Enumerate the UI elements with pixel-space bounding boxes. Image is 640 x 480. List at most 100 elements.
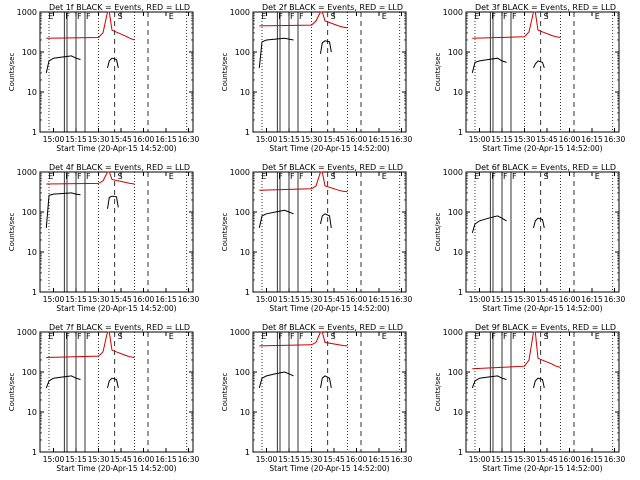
x-axis-label: Start Time (20-Apr-15 14:52:00) (482, 464, 602, 473)
y-axis-label: Counts/sec (221, 213, 229, 252)
marker-letter: F (77, 332, 82, 341)
y-tick-label: 1 (32, 448, 37, 457)
y-tick-label: 10 (453, 408, 463, 417)
marker-letter: F (512, 172, 517, 181)
y-tick-label: 10 (453, 88, 463, 97)
marker-letter: E (474, 12, 479, 21)
panel-title: Det 5f BLACK = Events, RED = LLD (262, 163, 403, 172)
x-tick-label: 15:45 (323, 295, 345, 304)
x-tick-label: 15:30 (514, 295, 536, 304)
panel-title: Det 4f BLACK = Events, RED = LLD (49, 163, 190, 172)
marker-letter: F (299, 12, 304, 21)
marker-letter: F (65, 332, 70, 341)
marker-letter: E (595, 332, 600, 341)
marker-letter: F (77, 172, 82, 181)
lld-series-line (472, 11, 561, 39)
x-tick-label: 15:15 (65, 295, 87, 304)
x-tick-label: 15:15 (278, 135, 300, 144)
x-tick-label: 16:00 (133, 455, 155, 464)
marker-letter: F (503, 12, 508, 21)
marker-letter: E (169, 172, 174, 181)
x-tick-label: 15:00 (469, 455, 491, 464)
events-series-line (258, 37, 294, 68)
x-tick-label: 15:45 (536, 135, 558, 144)
y-axis-label: Counts/sec (221, 53, 229, 92)
x-tick-label: 15:15 (491, 455, 513, 464)
x-tick-label: 15:00 (43, 295, 65, 304)
events-series-line (45, 192, 81, 228)
x-tick-label: 16:00 (559, 295, 581, 304)
marker-letter: F (290, 172, 295, 181)
x-axis-label: Start Time (20-Apr-15 14:52:00) (269, 464, 389, 473)
marker-letter: F (299, 332, 304, 341)
x-tick-label: 16:30 (604, 455, 626, 464)
x-axis-label: Start Time (20-Apr-15 14:52:00) (56, 304, 176, 313)
y-axis-label: Counts/sec (434, 53, 442, 92)
plot-frame (465, 171, 620, 293)
y-tick-label: 100 (448, 368, 463, 377)
y-tick-label: 100 (448, 208, 463, 217)
x-tick-label: 15:00 (43, 135, 65, 144)
x-tick-label: 16:15 (581, 295, 603, 304)
marker-letter: S (331, 332, 336, 341)
marker-letter: F (512, 12, 517, 21)
lld-series-line (46, 331, 135, 358)
x-tick-label: 15:15 (65, 135, 87, 144)
events-series-line (471, 215, 507, 234)
events-series-line (258, 209, 294, 229)
plot-frame (39, 171, 194, 293)
plot-frame (465, 331, 620, 453)
lld-series-line (46, 11, 135, 41)
marker-letter: S (118, 12, 123, 21)
events-series-line (320, 375, 332, 388)
x-tick-label: 15:15 (278, 295, 300, 304)
x-tick-label: 15:30 (88, 135, 110, 144)
panel-8: Det 8f BLACK = Events, RED = LLD 1 10 100 10… (221, 323, 413, 473)
marker-letter: F (77, 12, 82, 21)
marker-letter: E (595, 172, 600, 181)
x-tick-label: 15:30 (301, 135, 323, 144)
x-tick-label: 15:30 (88, 295, 110, 304)
marker-letter: E (474, 172, 479, 181)
x-tick-label: 15:15 (491, 135, 513, 144)
x-tick-label: 15:45 (110, 135, 132, 144)
marker-letter: S (331, 12, 336, 21)
marker-letter: F (512, 332, 517, 341)
lld-series-line (259, 171, 348, 193)
lld-series-line (259, 11, 348, 29)
events-series-line (258, 371, 294, 389)
events-series-line (471, 375, 507, 389)
events-series-line (471, 57, 507, 74)
x-tick-label: 16:00 (346, 295, 368, 304)
panel-6: Det 6f BLACK = Events, RED = LLD 1 10 100 10… (434, 163, 626, 313)
y-axis-label: Counts/sec (434, 213, 442, 252)
plot-frame (252, 171, 407, 293)
lld-series-line (472, 331, 561, 370)
panel-title: Det 7f BLACK = Events, RED = LLD (49, 323, 190, 332)
x-tick-label: 16:30 (604, 135, 626, 144)
x-tick-label: 15:45 (536, 295, 558, 304)
y-tick-label: 10 (27, 88, 37, 97)
marker-letter: F (299, 172, 304, 181)
x-tick-label: 16:15 (368, 135, 390, 144)
y-tick-label: 1000 (17, 8, 37, 17)
x-axis-label: Start Time (20-Apr-15 14:52:00) (482, 144, 602, 153)
marker-letter: S (331, 172, 336, 181)
events-series-line (107, 377, 119, 389)
marker-letter: E (169, 332, 174, 341)
marker-letter: E (261, 332, 266, 341)
marker-letter: F (491, 332, 496, 341)
x-tick-label: 15:45 (110, 455, 132, 464)
events-series-line (533, 217, 545, 229)
x-tick-label: 16:00 (346, 455, 368, 464)
y-tick-label: 1000 (17, 168, 37, 177)
y-tick-label: 1000 (230, 8, 250, 17)
x-axis-label: Start Time (20-Apr-15 14:52:00) (482, 304, 602, 313)
marker-letter: S (544, 172, 549, 181)
y-tick-label: 100 (235, 208, 250, 217)
x-tick-label: 15:30 (88, 455, 110, 464)
x-tick-label: 15:45 (110, 295, 132, 304)
marker-letter: E (382, 332, 387, 341)
x-tick-label: 16:00 (559, 455, 581, 464)
